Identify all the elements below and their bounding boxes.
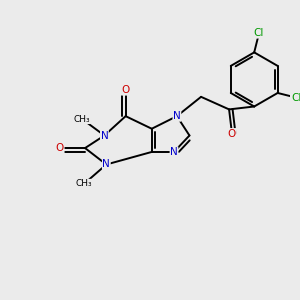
Text: CH₃: CH₃ <box>76 179 92 188</box>
Text: Cl: Cl <box>292 93 300 103</box>
Text: O: O <box>56 143 64 153</box>
Text: N: N <box>100 130 108 140</box>
Text: O: O <box>228 129 236 139</box>
Text: CH₃: CH₃ <box>74 115 91 124</box>
Text: N: N <box>173 111 181 121</box>
Text: N: N <box>103 160 110 170</box>
Text: N: N <box>170 147 178 157</box>
Text: Cl: Cl <box>254 28 264 38</box>
Text: O: O <box>122 85 130 95</box>
